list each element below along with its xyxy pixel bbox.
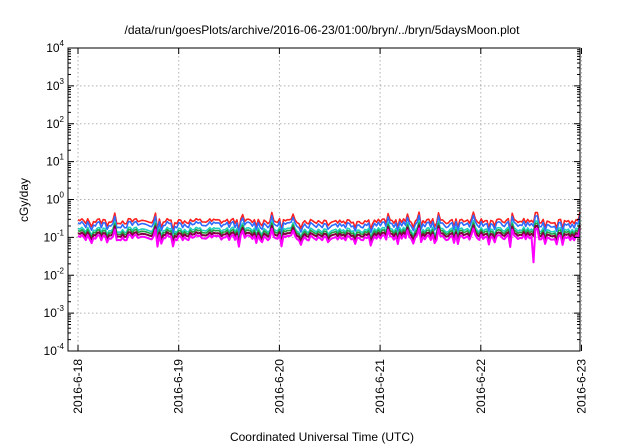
series-line xyxy=(77,224,581,245)
x-tick-label: 2016-6-18 xyxy=(71,359,85,414)
series-line xyxy=(77,211,581,232)
y-tick-label: 10-3 xyxy=(44,304,65,320)
chart-title: /data/run/goesPlots/archive/2016-06-23/0… xyxy=(125,23,521,37)
y-tick-label: 102 xyxy=(46,115,64,131)
y-tick-label: 101 xyxy=(46,153,64,169)
y-axis-label: cGy/day xyxy=(17,178,31,222)
y-tick-label: 103 xyxy=(46,77,64,93)
x-tick-label: 2016-6-23 xyxy=(575,359,589,414)
x-tick-label: 2016-6-20 xyxy=(272,359,286,414)
grid xyxy=(68,48,582,351)
series-group xyxy=(77,211,581,264)
y-tick-label: 10-2 xyxy=(44,266,65,282)
x-axis-label: Coordinated Universal Time (UTC) xyxy=(230,430,414,444)
x-tick-label: 2016-6-21 xyxy=(373,359,387,414)
y-tick-label: 104 xyxy=(46,39,64,55)
series-line xyxy=(77,214,581,235)
y-tick-label: 10-1 xyxy=(44,228,65,244)
y-tick-label: 100 xyxy=(46,191,64,207)
axis-ticks: 10-4 10-3 10-2 10-1 100 101 102 103 104 2016-6-18… xyxy=(44,39,589,414)
x-tick-label: 2016-6-19 xyxy=(172,359,186,414)
y-tick-label: 10-4 xyxy=(44,342,65,358)
series-line xyxy=(77,227,581,264)
x-tick-label: 2016-6-22 xyxy=(474,359,488,414)
